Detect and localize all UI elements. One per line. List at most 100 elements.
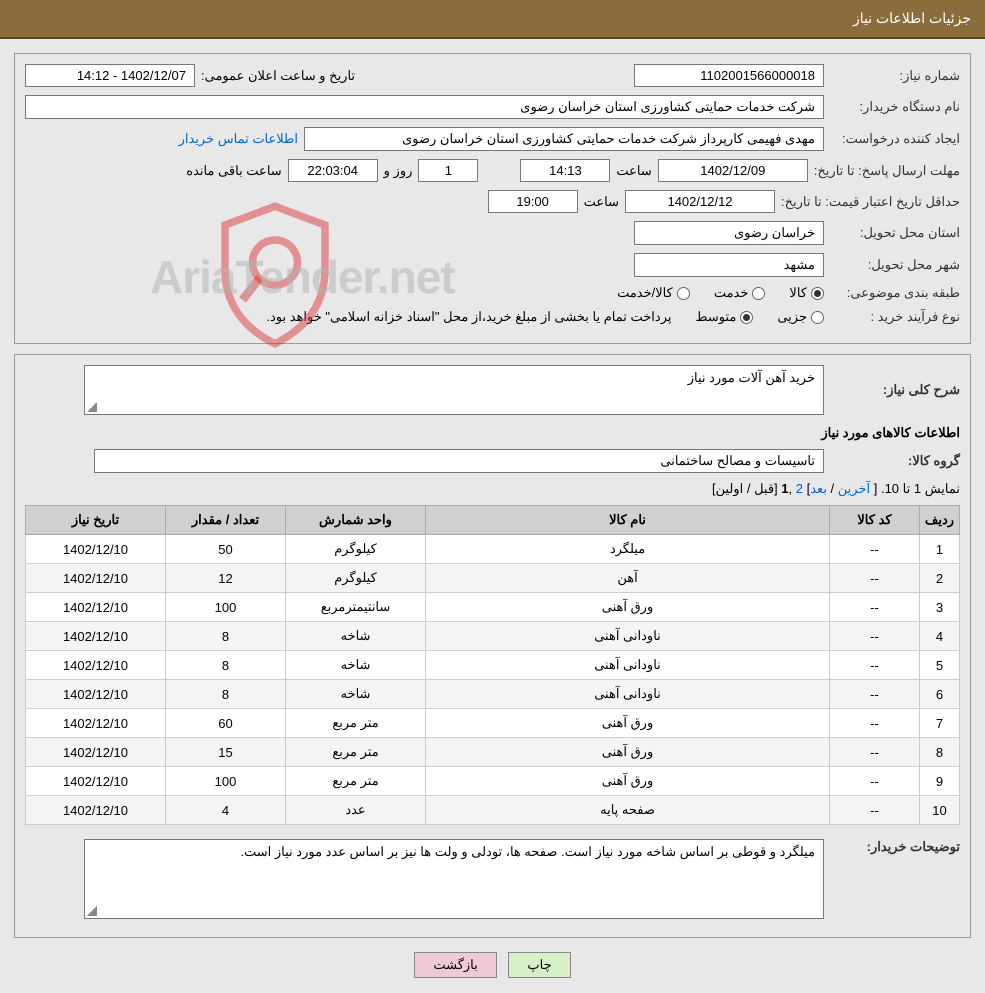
table-cell: کیلوگرم bbox=[286, 564, 426, 593]
remaining-word: ساعت باقی مانده bbox=[186, 163, 281, 179]
announce-label: تاریخ و ساعت اعلان عمومی: bbox=[201, 68, 355, 84]
table-header: نام کالا bbox=[426, 506, 830, 535]
table-cell: 8 bbox=[166, 680, 286, 709]
class-label: طبقه بندی موضوعی: bbox=[830, 285, 960, 301]
table-body: 1--میلگردکیلوگرم501402/12/102--آهنکیلوگر… bbox=[26, 535, 960, 825]
table-cell: 12 bbox=[166, 564, 286, 593]
class-goods-radio[interactable]: کالا bbox=[789, 285, 824, 301]
table-cell: 1 bbox=[920, 535, 960, 564]
general-desc-text: خرید آهن آلات مورد نیاز bbox=[688, 370, 815, 385]
process-medium-radio[interactable]: متوسط bbox=[695, 309, 753, 325]
process-note: پرداخت تمام یا بخشی از مبلغ خرید،از محل … bbox=[266, 309, 671, 325]
table-row: 1--میلگردکیلوگرم501402/12/10 bbox=[26, 535, 960, 564]
countdown: 22:03:04 bbox=[288, 159, 378, 182]
table-cell: 9 bbox=[920, 767, 960, 796]
table-cell: -- bbox=[830, 535, 920, 564]
resize-handle-icon[interactable] bbox=[87, 906, 97, 916]
table-cell: متر مربع bbox=[286, 738, 426, 767]
general-desc-textarea[interactable]: خرید آهن آلات مورد نیاز bbox=[84, 365, 824, 415]
table-row: 9--ورق آهنیمتر مربع1001402/12/10 bbox=[26, 767, 960, 796]
table-cell: -- bbox=[830, 593, 920, 622]
pager-page-1: 1 bbox=[781, 481, 788, 496]
buyer-notes-textarea[interactable]: میلگرد و قوطی بر اساس شاخه مورد نیاز است… bbox=[84, 839, 824, 919]
province-value: خراسان رضوی bbox=[634, 221, 824, 245]
pager: نمایش 1 تا 10. [ آخرین / بعد] 2 ,1 [قبل … bbox=[25, 481, 960, 497]
table-cell: 1402/12/10 bbox=[26, 738, 166, 767]
table-cell: 1402/12/10 bbox=[26, 535, 166, 564]
table-cell: ناودانی آهنی bbox=[426, 622, 830, 651]
contact-link[interactable]: اطلاعات تماس خریدار bbox=[179, 131, 298, 147]
table-cell: 1402/12/10 bbox=[26, 796, 166, 825]
buyer-org-label: نام دستگاه خریدار: bbox=[830, 99, 960, 115]
process-minor-text: جزیی bbox=[777, 309, 807, 325]
table-cell: ورق آهنی bbox=[426, 709, 830, 738]
table-cell: سانتیمترمربع bbox=[286, 593, 426, 622]
time-word-2: ساعت bbox=[584, 194, 619, 210]
table-cell: 8 bbox=[166, 622, 286, 651]
min-valid-date: 1402/12/12 bbox=[625, 190, 775, 213]
table-cell: 8 bbox=[920, 738, 960, 767]
city-label: شهر محل تحویل: bbox=[830, 257, 960, 273]
class-both-text: کالا/خدمت bbox=[617, 285, 673, 301]
general-desc-label: شرح کلی نیاز: bbox=[830, 382, 960, 398]
days-word: روز و bbox=[384, 163, 413, 179]
table-cell: 4 bbox=[920, 622, 960, 651]
table-cell: 100 bbox=[166, 593, 286, 622]
table-cell: متر مربع bbox=[286, 767, 426, 796]
table-cell: 4 bbox=[166, 796, 286, 825]
table-cell: ورق آهنی bbox=[426, 767, 830, 796]
class-both-radio[interactable]: کالا/خدمت bbox=[617, 285, 690, 301]
city-value: مشهد bbox=[634, 253, 824, 277]
buyer-notes-text: میلگرد و قوطی بر اساس شاخه مورد نیاز است… bbox=[240, 844, 815, 859]
table-cell: 50 bbox=[166, 535, 286, 564]
table-row: 5--ناودانی آهنیشاخه81402/12/10 bbox=[26, 651, 960, 680]
goods-group-value: تاسیسات و مصالح ساختمانی bbox=[94, 449, 824, 473]
table-cell: -- bbox=[830, 564, 920, 593]
table-cell: 1402/12/10 bbox=[26, 593, 166, 622]
back-button[interactable]: بازگشت bbox=[414, 952, 496, 978]
table-header-row: ردیفکد کالانام کالاواحد شمارشتعداد / مقد… bbox=[26, 506, 960, 535]
table-row: 2--آهنکیلوگرم121402/12/10 bbox=[26, 564, 960, 593]
table-row: 10--صفحه پایهعدد41402/12/10 bbox=[26, 796, 960, 825]
buyer-org-value: شرکت خدمات حمایتی کشاورزی استان خراسان ر… bbox=[25, 95, 824, 119]
process-medium-text: متوسط bbox=[695, 309, 736, 325]
table-cell: 1402/12/10 bbox=[26, 622, 166, 651]
table-cell: -- bbox=[830, 680, 920, 709]
table-row: 4--ناودانی آهنیشاخه81402/12/10 bbox=[26, 622, 960, 651]
button-bar: چاپ بازگشت bbox=[0, 952, 985, 978]
table-cell: 60 bbox=[166, 709, 286, 738]
deadline-time: 14:13 bbox=[520, 159, 610, 182]
table-cell: -- bbox=[830, 622, 920, 651]
province-label: استان محل تحویل: bbox=[830, 225, 960, 241]
table-cell: 2 bbox=[920, 564, 960, 593]
resize-handle-icon[interactable] bbox=[87, 402, 97, 412]
class-service-radio[interactable]: خدمت bbox=[714, 285, 766, 301]
pager-suffix: [قبل / اولین] bbox=[712, 481, 781, 496]
table-header: کد کالا bbox=[830, 506, 920, 535]
table-row: 8--ورق آهنیمتر مربع151402/12/10 bbox=[26, 738, 960, 767]
table-header: ردیف bbox=[920, 506, 960, 535]
pager-page-2[interactable]: 2 bbox=[796, 481, 803, 496]
table-row: 3--ورق آهنیسانتیمترمربع1001402/12/10 bbox=[26, 593, 960, 622]
table-cell: -- bbox=[830, 796, 920, 825]
print-button[interactable]: چاپ bbox=[508, 952, 570, 978]
table-cell: آهن bbox=[426, 564, 830, 593]
process-minor-radio[interactable]: جزیی bbox=[777, 309, 824, 325]
deadline-label: مهلت ارسال پاسخ: تا تاریخ: bbox=[814, 163, 960, 179]
requester-value: مهدی فهیمی کارپرداز شرکت خدمات حمایتی کش… bbox=[304, 127, 824, 151]
goods-info-title: اطلاعات کالاهای مورد نیاز bbox=[25, 425, 960, 441]
table-cell: ورق آهنی bbox=[426, 738, 830, 767]
table-cell: ورق آهنی bbox=[426, 593, 830, 622]
table-cell: 1402/12/10 bbox=[26, 651, 166, 680]
table-cell: -- bbox=[830, 709, 920, 738]
deadline-date: 1402/12/09 bbox=[658, 159, 808, 182]
title-bar: جزئیات اطلاعات نیاز bbox=[0, 0, 985, 39]
pager-next[interactable]: بعد bbox=[810, 481, 827, 496]
details-panel: شماره نیاز: 1102001566000018 تاریخ و ساع… bbox=[14, 53, 971, 344]
table-cell: ناودانی آهنی bbox=[426, 651, 830, 680]
table-cell: -- bbox=[830, 767, 920, 796]
table-cell: -- bbox=[830, 651, 920, 680]
pager-last[interactable]: آخرین bbox=[838, 481, 870, 496]
goods-table: ردیفکد کالانام کالاواحد شمارشتعداد / مقد… bbox=[25, 505, 960, 825]
table-cell: 8 bbox=[166, 651, 286, 680]
